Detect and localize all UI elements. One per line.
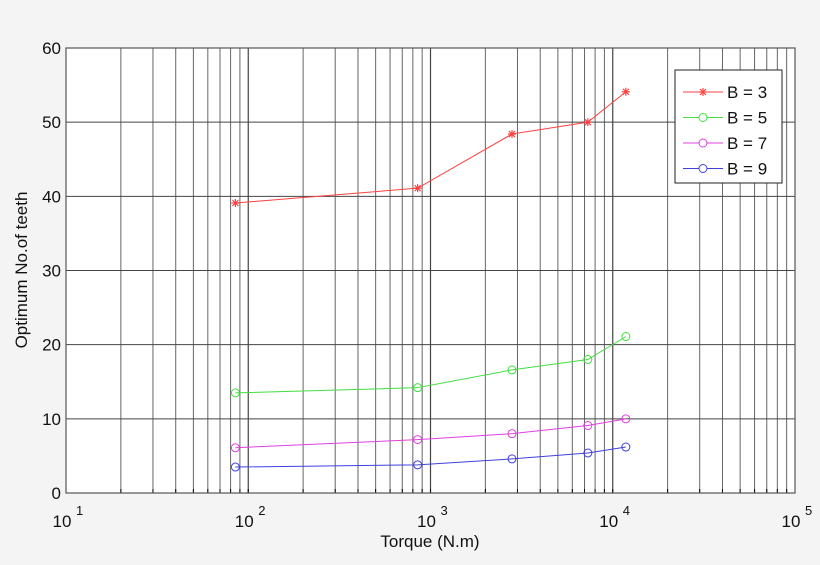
- star-marker: [621, 87, 630, 96]
- x-tick-exponent: 3: [441, 503, 448, 518]
- y-tick-label: 0: [52, 484, 61, 503]
- y-tick-label: 30: [42, 262, 61, 281]
- legend-star-marker: [699, 88, 707, 96]
- circle-marker: [413, 460, 423, 470]
- x-tick-label: 10: [599, 512, 618, 531]
- circle-marker: [621, 414, 631, 424]
- circle-marker: [230, 443, 240, 453]
- legend: B = 3 B = 5 B = 7 B = 9: [674, 69, 783, 184]
- legend-circle-marker: [698, 138, 708, 148]
- circle-marker: [583, 355, 593, 364]
- circle-marker: [507, 429, 517, 439]
- legend-label: B = 5: [727, 109, 767, 128]
- x-tick-exponent: 4: [623, 503, 630, 518]
- star-marker: [583, 118, 592, 127]
- circle-marker: [583, 421, 593, 431]
- y-axis-ticks: 0 10 20 30 40 50 60: [42, 39, 61, 503]
- star-marker: [413, 184, 422, 193]
- series-line: [235, 418, 626, 449]
- x-tick-label: 10: [235, 512, 254, 531]
- y-tick-label: 40: [42, 187, 61, 206]
- x-tick-label: 10: [417, 512, 436, 531]
- series-line: [235, 336, 627, 394]
- x-tick-exponent: 5: [805, 503, 812, 518]
- grid-lines: [66, 48, 795, 493]
- legend-label: B = 9: [727, 160, 767, 179]
- x-tick-label: 10: [782, 512, 801, 531]
- y-tick-label: 50: [42, 113, 61, 132]
- circle-marker: [507, 365, 517, 375]
- data-series: [230, 87, 631, 472]
- x-tick-exponent: 2: [258, 503, 265, 518]
- legend-circle-marker: [698, 113, 708, 122]
- x-axis-label: Torque (N.m): [380, 532, 479, 551]
- circle-marker: [413, 383, 423, 393]
- y-tick-label: 10: [42, 410, 61, 429]
- legend-box: [674, 69, 783, 184]
- y-axis-label: Optimum No.of teeth: [12, 192, 31, 349]
- circle-marker: [230, 462, 240, 472]
- circle-marker: [413, 435, 423, 445]
- x-tick-exponent: 1: [76, 503, 83, 518]
- star-marker: [507, 130, 516, 139]
- circle-marker: [507, 454, 517, 464]
- y-tick-label: 20: [42, 336, 61, 355]
- axes-box: [65, 47, 796, 494]
- legend-label: B = 3: [727, 83, 767, 102]
- circle-marker: [230, 388, 240, 398]
- legend-label: B = 7: [727, 134, 767, 153]
- circle-marker: [621, 332, 631, 342]
- y-tick-label: 60: [42, 39, 61, 58]
- circle-marker: [583, 448, 593, 458]
- legend-circle-marker: [698, 164, 708, 173]
- x-axis-ticks: 10 1 10 2 10 3 10 4 10 5: [53, 503, 813, 531]
- star-marker: [231, 199, 240, 208]
- x-tick-label: 10: [53, 512, 72, 531]
- series-line: [235, 446, 626, 468]
- circle-marker: [621, 442, 631, 452]
